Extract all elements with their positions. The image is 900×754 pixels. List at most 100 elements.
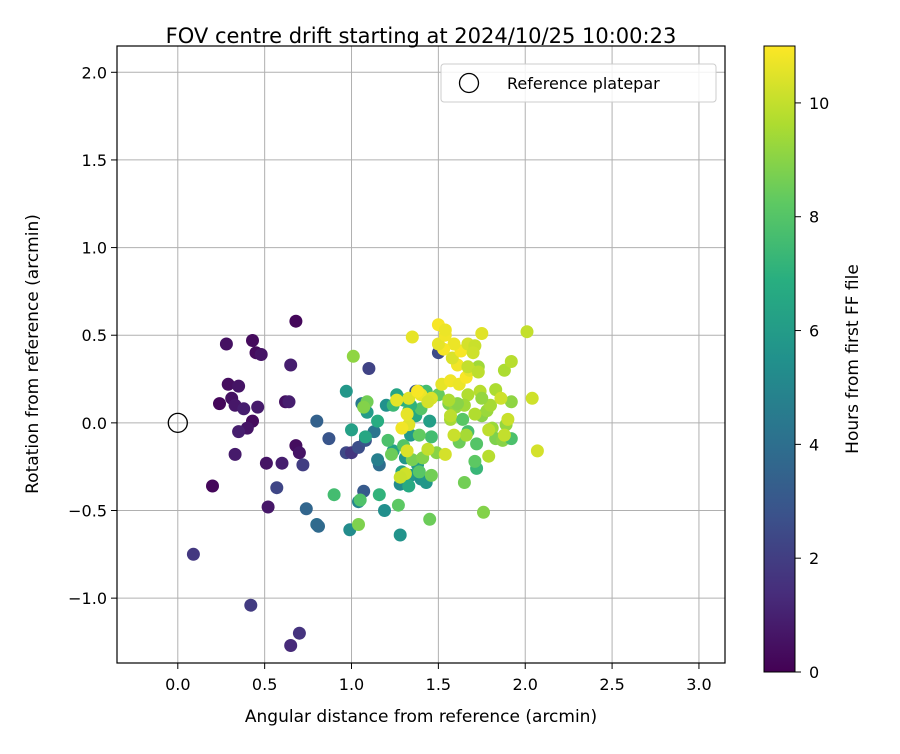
- data-point: [371, 453, 385, 467]
- data-point: [477, 505, 490, 519]
- y-tick-label: 1.0: [82, 239, 107, 258]
- data-point: [244, 598, 258, 612]
- data-point: [402, 391, 416, 405]
- data-point: [445, 351, 459, 365]
- data-point: [400, 407, 414, 421]
- y-tick-label: 0.0: [82, 414, 107, 433]
- data-point: [372, 488, 386, 502]
- data-point: [362, 362, 376, 375]
- data-point: [322, 432, 336, 446]
- data-point: [412, 465, 426, 479]
- data-point: [345, 423, 358, 437]
- x-tick-label: 0.0: [165, 675, 190, 694]
- data-point: [299, 502, 313, 516]
- data-point: [402, 479, 416, 493]
- data-point: [459, 428, 473, 442]
- colorbar-ticks: 0 2 4 6 8 10: [795, 94, 829, 682]
- chart-title: FOV centre drift starting at 2024/10/25 …: [166, 24, 677, 48]
- data-point: [424, 430, 438, 444]
- data-point: [259, 456, 273, 470]
- colorbar: [763, 45, 796, 673]
- data-point: [438, 447, 452, 461]
- y-axis-ticks: −1.0 −0.5 0.0 0.5 1.0 1.5 2.0: [68, 63, 117, 608]
- legend-label: Reference platepar: [507, 74, 660, 93]
- data-points: [186, 314, 544, 652]
- data-point: [470, 437, 484, 451]
- legend-marker: [458, 72, 480, 94]
- data-point: [405, 330, 419, 344]
- data-point: [237, 402, 251, 416]
- data-point: [504, 395, 518, 409]
- data-point: [339, 384, 353, 398]
- data-point: [525, 391, 539, 405]
- data-point: [466, 346, 480, 360]
- reference-marker: [167, 412, 188, 434]
- data-point: [246, 334, 259, 347]
- x-tick-label: 2.0: [513, 675, 538, 694]
- data-point: [468, 407, 482, 421]
- data-point: [456, 412, 470, 426]
- colorbar-tick-label: 6: [809, 322, 819, 341]
- data-point: [400, 444, 414, 458]
- legend: Reference platepar: [440, 63, 717, 103]
- data-point: [219, 337, 233, 351]
- data-point: [391, 498, 405, 512]
- grid: [117, 46, 725, 663]
- x-tick-label: 0.5: [252, 675, 277, 694]
- data-point: [282, 395, 296, 409]
- data-point: [284, 639, 298, 652]
- data-point: [353, 493, 367, 507]
- data-point: [468, 454, 482, 468]
- data-point: [442, 393, 456, 407]
- data-point: [327, 488, 341, 502]
- colorbar-tick-label: 10: [809, 94, 829, 113]
- data-point: [475, 327, 489, 340]
- data-point: [346, 349, 360, 363]
- data-point: [461, 388, 475, 402]
- reference-point: [167, 412, 188, 434]
- colorbar-label: Hours from first FF file: [843, 264, 863, 454]
- y-tick-label: −0.5: [68, 502, 107, 521]
- x-tick-label: 2.5: [599, 675, 624, 694]
- colorbar-tick-label: 8: [809, 208, 819, 227]
- x-tick-label: 3.0: [686, 675, 711, 694]
- data-point: [206, 479, 219, 493]
- y-axis-label: Rotation from reference (arcmin): [23, 214, 43, 494]
- data-point: [312, 519, 325, 533]
- data-point: [444, 409, 457, 423]
- data-point: [504, 355, 518, 368]
- data-point: [310, 414, 324, 428]
- data-point: [461, 360, 475, 374]
- data-point: [475, 391, 489, 405]
- data-point: [292, 446, 306, 460]
- x-axis-label: Angular distance from reference (arcmin): [245, 707, 597, 727]
- data-point: [497, 428, 511, 442]
- data-point: [357, 400, 371, 414]
- data-point: [393, 470, 407, 484]
- data-point: [431, 337, 445, 351]
- colorbar-tick-label: 2: [809, 549, 819, 568]
- colorbar-tick-label: 0: [809, 663, 819, 682]
- x-tick-label: 1.5: [426, 675, 451, 694]
- data-point: [186, 547, 200, 561]
- y-tick-label: 0.5: [82, 326, 107, 345]
- data-point: [421, 442, 435, 456]
- data-point: [447, 428, 461, 442]
- data-point: [378, 504, 391, 517]
- data-point: [381, 433, 395, 447]
- data-point: [393, 528, 407, 542]
- data-point: [530, 444, 544, 458]
- data-point: [232, 379, 246, 393]
- data-point: [497, 363, 511, 377]
- plot-frame: [116, 45, 726, 664]
- data-point: [251, 400, 265, 414]
- data-point: [457, 476, 471, 489]
- data-point: [275, 456, 289, 470]
- data-point: [520, 325, 534, 339]
- data-point: [232, 425, 246, 439]
- data-point: [221, 377, 235, 391]
- data-point: [471, 365, 485, 379]
- data-point: [261, 500, 275, 514]
- data-point: [482, 423, 496, 437]
